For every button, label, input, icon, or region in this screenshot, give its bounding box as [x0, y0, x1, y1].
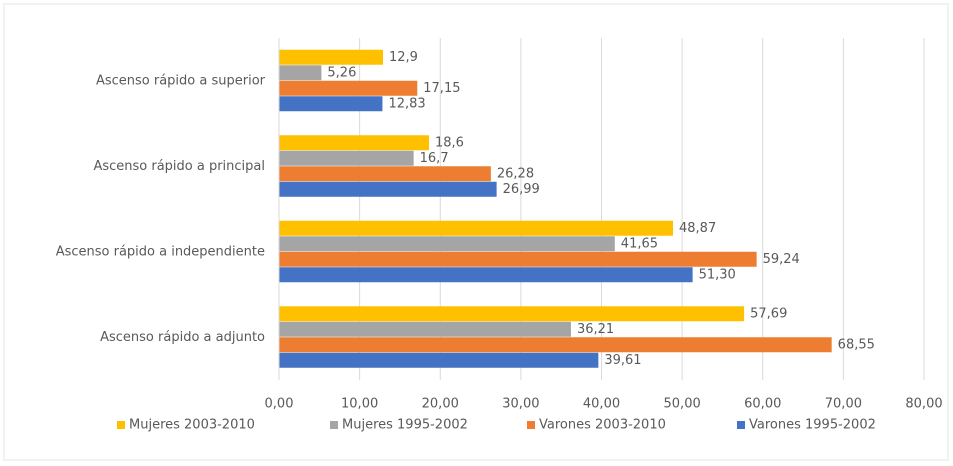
bar [279, 96, 383, 112]
data-label: 39,61 [604, 353, 641, 368]
data-label: 5,26 [327, 66, 356, 81]
legend-label: Varones 1995-2002 [749, 418, 876, 433]
bar [279, 352, 599, 368]
x-tick-label: 40,00 [583, 397, 620, 412]
bar [279, 49, 384, 65]
bar [279, 337, 832, 353]
y-tick-label: Ascenso rápido a principal [93, 159, 265, 174]
y-tick-label: Ascenso rápido a adjunto [100, 330, 265, 345]
legend-label: Mujeres 2003-2010 [129, 418, 255, 433]
data-label: 12,83 [388, 97, 425, 112]
data-label: 68,55 [838, 338, 875, 353]
x-tick-label: 30,00 [502, 397, 539, 412]
data-label: 36,21 [577, 322, 614, 337]
data-label: 26,28 [497, 167, 534, 182]
legend-label: Mujeres 1995-2002 [342, 418, 468, 433]
bar [279, 181, 497, 197]
data-label: 51,30 [699, 268, 736, 283]
bar [279, 306, 745, 322]
bar [279, 267, 693, 283]
bar [279, 236, 615, 252]
data-label: 26,99 [503, 182, 540, 197]
x-tick-label: 0,00 [265, 397, 294, 412]
x-tick-label: 10,00 [341, 397, 378, 412]
bar [279, 220, 674, 236]
data-label: 18,6 [435, 136, 464, 151]
legend-swatch [117, 421, 125, 429]
legend-label: Varones 2003-2010 [539, 418, 666, 433]
legend-swatch [737, 421, 745, 429]
y-tick-label: Ascenso rápido a independiente [56, 244, 265, 259]
x-tick-label: 80,00 [905, 397, 942, 412]
bar [279, 135, 429, 151]
data-label: 16,7 [420, 151, 449, 166]
data-label: 48,87 [679, 221, 716, 236]
data-label: 12,9 [389, 50, 418, 65]
y-tick-label: Ascenso rápido a superior [96, 73, 266, 88]
x-tick-label: 60,00 [744, 397, 781, 412]
bar [279, 166, 491, 182]
x-tick-label: 20,00 [422, 397, 459, 412]
data-label: 57,69 [750, 307, 787, 322]
x-tick-label: 70,00 [825, 397, 862, 412]
legend-swatch [527, 421, 535, 429]
data-label: 59,24 [763, 252, 800, 267]
data-label: 17,15 [423, 81, 460, 96]
bar [279, 65, 322, 81]
bar [279, 150, 414, 166]
x-tick-label: 50,00 [664, 397, 701, 412]
legend-swatch [330, 421, 338, 429]
bar [279, 321, 571, 337]
bar [279, 80, 418, 96]
chart-frame [3, 3, 949, 461]
bar [279, 251, 757, 267]
data-label: 41,65 [621, 237, 658, 252]
